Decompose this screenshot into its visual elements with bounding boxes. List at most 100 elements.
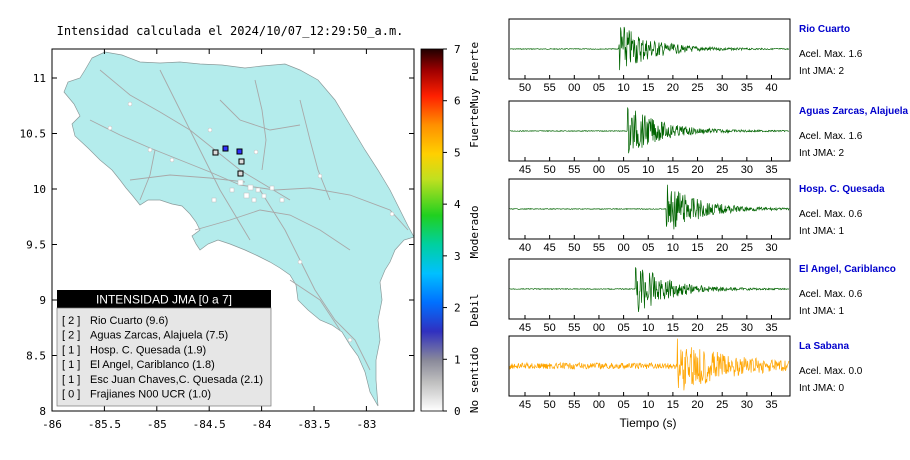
waveform-x-tick-label: 35 xyxy=(765,164,777,176)
waveform-x-tick-label: 25 xyxy=(716,322,728,334)
legend-item-code: [ 2 ] xyxy=(62,315,80,327)
waveform-x-tick-label: 05 xyxy=(642,242,654,254)
legend-header: INTENSIDAD JMA [0 a 7] xyxy=(96,293,232,307)
x-axis-label: Tiempo (s) xyxy=(620,416,677,430)
waveform-x-tick-label: 55 xyxy=(568,399,580,411)
map-axes: -86 -85.5 -85 -84.5 -84 -83.5 -83 11 10.5 10 9.5 9 8… xyxy=(20,49,414,431)
colorbar-gradient xyxy=(420,48,444,412)
jma-intensity-text: Int JMA: 0 xyxy=(799,383,844,394)
waveform-x-tick-label: 35 xyxy=(765,399,777,411)
colorbar-tick-label: 4 xyxy=(454,198,461,211)
colorbar-ticks: 7 6 5 4 3 2 1 0 xyxy=(443,43,461,418)
land-costa-rica xyxy=(63,51,415,407)
waveform-x-tick-label: 25 xyxy=(691,82,703,94)
waveform-x-tick-label: 35 xyxy=(741,82,753,94)
waveform-trace xyxy=(509,184,790,230)
waveform-x-tick-label: 15 xyxy=(667,164,679,176)
colorbar-category-label: Muy Fuerte xyxy=(468,42,481,108)
colorbar-category-label: No sentido xyxy=(468,347,481,413)
waveform-frame xyxy=(508,335,791,397)
legend-item-label: Esc Juan Chaves,C. Quesada (2.1) xyxy=(90,374,263,386)
waveform-x-tick-label: 45 xyxy=(544,242,556,254)
legend-item-code: [ 0 ] xyxy=(62,389,80,401)
legend-item-code: [ 1 ] xyxy=(62,344,80,356)
legend-item-code: [ 2 ] xyxy=(62,330,80,342)
waveform-x-tick-label: 40 xyxy=(519,242,531,254)
legend-header-bg xyxy=(57,290,271,308)
colorbar-tick-label: 2 xyxy=(454,302,461,315)
station-marker-esc-juan-chaves xyxy=(237,170,244,177)
waveform-x-tick-label: 10 xyxy=(642,322,654,334)
jma-intensity-text: Int JMA: 2 xyxy=(799,66,844,77)
colorbar-tick-label: 0 xyxy=(454,405,461,418)
legend-item-label: Rio Cuarto (9.6) xyxy=(90,315,168,327)
waveform-x-tick-label: 05 xyxy=(617,399,629,411)
colorbar-category-label: Debil xyxy=(468,293,481,326)
waveform-x-tick-label: 40 xyxy=(765,82,777,94)
map-x-tick-label: -83 xyxy=(356,418,376,431)
map-x-tick-label: -83.5 xyxy=(297,418,330,431)
waveform-x-tick-label: 15 xyxy=(667,399,679,411)
waveform-x-tick-label: 05 xyxy=(617,322,629,334)
waveform-x-tick-label: 55 xyxy=(568,164,580,176)
waveform-x-tick-label: 00 xyxy=(593,322,605,334)
waveform-panel: 45 50 55 00 05 10 15 20 25 30 35 La Sabana Acel. Max… xyxy=(508,335,863,411)
waveform-x-tick-label: 20 xyxy=(691,164,703,176)
legend-item-label: Aguas Zarcas, Alajuela (7.5) xyxy=(90,330,228,342)
waveform-trace xyxy=(509,107,790,154)
station-name: Rio Cuarto xyxy=(799,24,850,35)
waveform-x-tick-label: 10 xyxy=(667,242,679,254)
waveform-x-tick-label: 05 xyxy=(593,82,605,94)
road-network xyxy=(89,69,409,371)
map-x-tick-label: -85.5 xyxy=(88,418,121,431)
waveform-x-tick-label: 25 xyxy=(716,399,728,411)
map-y-tick-label: 11 xyxy=(33,72,46,85)
waveform-trace xyxy=(509,338,790,391)
waveform-x-tick-label: 35 xyxy=(765,322,777,334)
waveform-x-tick-label: 25 xyxy=(716,164,728,176)
legend-item-label: El Angel, Cariblanco (1.8) xyxy=(90,359,215,371)
jma-intensity-text: Int JMA: 1 xyxy=(799,306,844,317)
waveform-x-tick-label: 15 xyxy=(691,242,703,254)
waveform-x-tick-label: 50 xyxy=(519,82,531,94)
colorbar-category-label: Fuerte xyxy=(468,108,481,148)
station-name: La Sabana xyxy=(799,341,849,352)
legend-item-code: [ 1 ] xyxy=(62,359,80,371)
jma-intensity-text: Int JMA: 1 xyxy=(799,226,844,237)
waveform-trace xyxy=(509,267,790,313)
waveform-panel: 45 50 55 00 05 10 15 20 25 30 35 El Angel, Cariblan… xyxy=(508,258,896,334)
map-y-tick-label: 10.5 xyxy=(20,128,47,141)
waveform-x-tick-label: 00 xyxy=(568,82,580,94)
colorbar-tick-label: 1 xyxy=(454,353,461,366)
waveform-x-tick-label: 30 xyxy=(716,82,728,94)
map-y-tick-label: 8.5 xyxy=(26,350,46,363)
waveform-x-tick-label: 30 xyxy=(741,399,753,411)
station-name: El Angel, Cariblanco xyxy=(799,264,896,275)
accel-max-text: Acel. Max. 1.6 xyxy=(799,131,863,142)
map-y-tick-label: 10 xyxy=(33,183,46,196)
waveform-x-tick-label: 00 xyxy=(593,164,605,176)
waveform-x-tick-label: 55 xyxy=(568,322,580,334)
station-marker-aguas-zarcas xyxy=(236,148,243,155)
jma-intensity-text: Int JMA: 2 xyxy=(799,148,844,159)
colorbar-tick-label: 5 xyxy=(454,146,461,159)
waveform-x-tick-label: 45 xyxy=(519,399,531,411)
station-name: Hosp. C. Quesada xyxy=(799,184,885,195)
station-marker-rio-cuarto xyxy=(222,145,229,152)
waveform-x-tick-label: 50 xyxy=(568,242,580,254)
waveform-x-tick-label: 45 xyxy=(519,322,531,334)
waveform-x-tick-label: 30 xyxy=(741,322,753,334)
legend-item-code: [ 1 ] xyxy=(62,374,80,386)
accel-max-text: Acel. Max. 1.6 xyxy=(799,49,863,60)
map-y-tick-label: 9 xyxy=(39,294,46,307)
waveform-x-tick-label: 10 xyxy=(642,399,654,411)
intensity-legend: INTENSIDAD JMA [0 a 7] [ 2 ] Rio Cuarto (… xyxy=(56,290,272,407)
waveform-x-tick-label: 15 xyxy=(642,82,654,94)
waveform-x-tick-label: 20 xyxy=(691,399,703,411)
waveform-x-tick-label: 55 xyxy=(593,242,605,254)
waveform-x-tick-label: 00 xyxy=(617,242,629,254)
map-y-tick-label: 8 xyxy=(39,405,46,418)
colorbar-tick-label: 7 xyxy=(454,43,461,56)
